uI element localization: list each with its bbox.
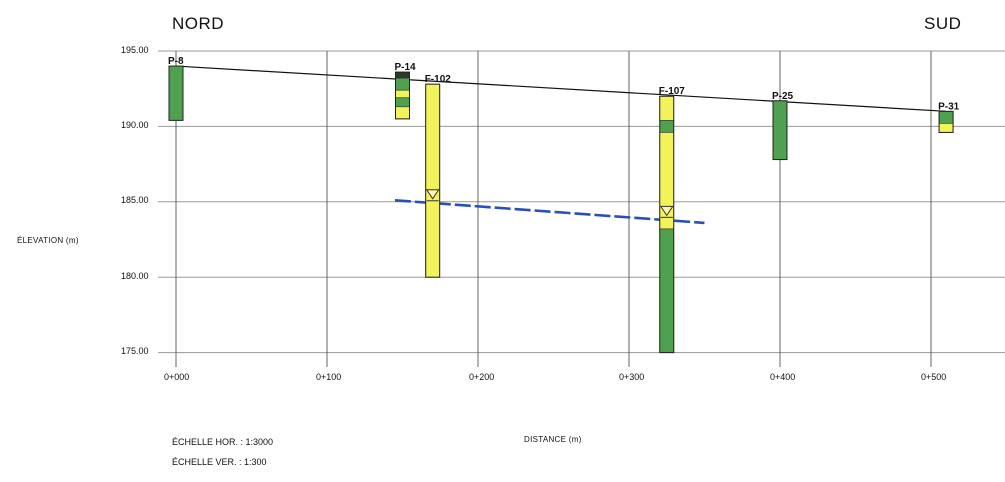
borehole-outline xyxy=(772,100,788,161)
y-tick-label: 195.00 xyxy=(121,45,149,55)
borehole-layer xyxy=(938,123,954,133)
borehole-layer xyxy=(395,77,410,91)
borehole-layer xyxy=(395,97,410,108)
x-tick-label: 0+400 xyxy=(770,372,796,382)
north-label: NORD xyxy=(172,14,225,33)
borehole-layer xyxy=(659,95,675,121)
borehole-layer xyxy=(395,89,410,99)
y-tick-label: 175.00 xyxy=(121,346,149,356)
x-tick-label: 0+500 xyxy=(921,372,947,382)
borehole-label: P-25 xyxy=(772,91,794,102)
x-tick-label: 0+200 xyxy=(469,372,495,382)
vertical-scale-label: ÉCHELLE VER. : 1:300 xyxy=(172,457,267,467)
borehole-outline xyxy=(659,95,675,354)
water-level-marker xyxy=(659,205,674,217)
y-tick-label: 180.00 xyxy=(121,271,149,281)
borehole-layer xyxy=(938,111,954,124)
borehole-outline xyxy=(395,71,410,120)
x-tick-label: 0+000 xyxy=(164,372,190,382)
x-axis-title: DISTANCE (m) xyxy=(524,435,582,444)
y-axis-title: ÉLEVATION (m) xyxy=(17,236,79,245)
borehole-label: F-102 xyxy=(425,74,452,85)
x-tick-label: 0+300 xyxy=(619,372,645,382)
water-level-marker xyxy=(425,189,440,200)
borehole-layer xyxy=(772,100,788,160)
y-tick-label: 185.00 xyxy=(121,195,149,205)
borehole-layer xyxy=(659,228,675,353)
borehole-outline xyxy=(938,110,954,133)
borehole-label: P-8 xyxy=(168,56,184,67)
horizontal-scale-label: ÉCHELLE HOR. : 1:3000 xyxy=(172,437,274,447)
borehole-layer xyxy=(168,65,184,121)
water-table-line xyxy=(394,198,705,225)
ground-surface-line xyxy=(175,65,947,112)
borehole-label: F-107 xyxy=(659,86,686,97)
borehole-label: P-14 xyxy=(395,62,417,73)
y-tick-label: 190.00 xyxy=(121,120,149,130)
borehole-layer xyxy=(659,120,675,133)
borehole-outline xyxy=(425,83,441,278)
borehole-layer xyxy=(425,83,441,278)
borehole-label: P-31 xyxy=(938,101,960,112)
south-label: SUD xyxy=(924,14,962,33)
borehole-outline xyxy=(168,65,184,121)
x-tick-label: 0+100 xyxy=(316,372,342,382)
borehole-layer xyxy=(395,106,410,120)
